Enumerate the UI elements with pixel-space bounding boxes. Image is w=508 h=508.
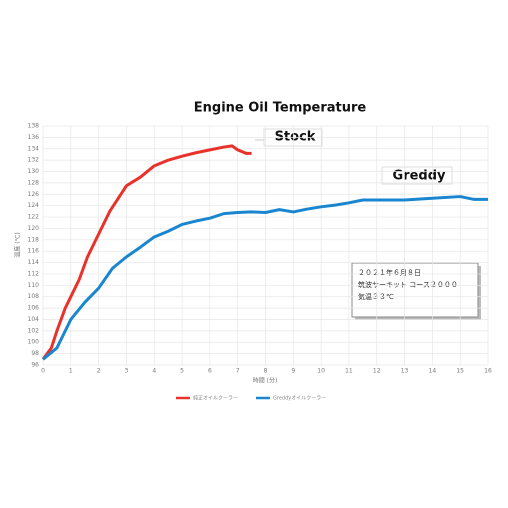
y-tick-label: 98 [31, 350, 39, 357]
x-tick-label: 16 [484, 368, 492, 375]
x-tick-label: 1 [69, 368, 73, 375]
x-tick-label: 12 [373, 368, 381, 375]
y-tick-label: 122 [28, 214, 40, 221]
y-tick-label: 106 [28, 305, 40, 312]
annotation: Greddy [393, 169, 447, 184]
x-tick-label: 7 [236, 368, 240, 375]
x-tick-label: 14 [429, 368, 437, 375]
y-tick-label: 96 [31, 362, 39, 369]
legend-label: Greddyオイルクーラー [273, 396, 326, 402]
y-tick-label: 132 [28, 157, 40, 164]
y-axis-label: 温度 (℃) [14, 232, 22, 257]
y-tick-label: 128 [28, 179, 40, 186]
y-tick-label: 112 [28, 270, 40, 277]
y-tick-label: 120 [28, 225, 40, 232]
series-line [42, 195, 488, 361]
y-tick-label: 102 [28, 327, 40, 334]
chart-title: Engine Oil Temperature [194, 101, 367, 116]
x-tick-label: 13 [401, 368, 409, 375]
y-tick-label: 124 [28, 202, 40, 209]
y-tick-label: 100 [28, 339, 40, 346]
y-tick-label: 116 [28, 248, 40, 255]
annotation: Stock [275, 130, 316, 145]
y-tick-label: 136 [28, 134, 40, 141]
x-tick-label: 6 [208, 368, 212, 375]
y-tick-label: 134 [28, 145, 40, 152]
y-tick-label: 110 [28, 282, 40, 289]
info-text: ２０２１年６月８日 [358, 268, 421, 277]
x-tick-label: 3 [125, 368, 129, 375]
y-tick-label: 138 [28, 123, 40, 130]
x-tick-label: 5 [180, 368, 184, 375]
y-tick-label: 126 [28, 191, 40, 198]
x-tick-label: 2 [97, 368, 101, 375]
x-tick-label: 4 [152, 368, 156, 375]
y-tick-label: 108 [28, 293, 40, 300]
y-tick-label: 130 [28, 168, 40, 175]
y-tick-label: 118 [28, 236, 40, 243]
x-tick-label: 11 [345, 368, 353, 375]
info-text: 筑波サーキット コース２０００ [358, 280, 458, 289]
x-tick-label: 0 [41, 368, 45, 375]
y-tick-label: 104 [28, 316, 40, 323]
x-tick-label: 15 [456, 368, 464, 375]
x-tick-label: 10 [317, 368, 325, 375]
x-axis-label: 時間 (分) [253, 377, 278, 385]
legend-label: 純正オイルクーラー [193, 395, 238, 402]
series-line [41, 144, 252, 361]
y-tick-label: 114 [28, 259, 40, 266]
x-tick-label: 9 [291, 368, 295, 375]
x-tick-label: 8 [264, 368, 268, 375]
